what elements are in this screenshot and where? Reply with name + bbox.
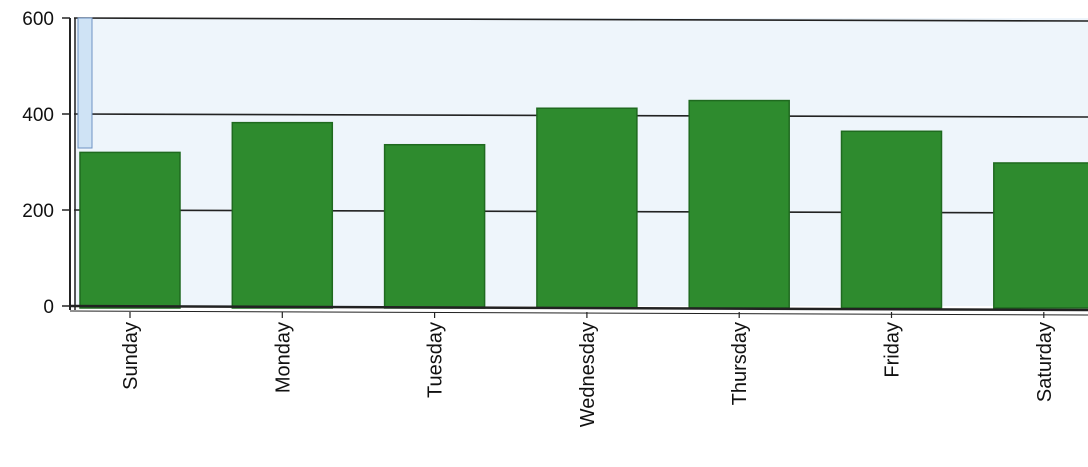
category-label-wednesday: Wednesday (577, 322, 599, 427)
category-label-friday: Friday (882, 322, 904, 378)
y-tick-label: 200 (22, 201, 54, 222)
category-label-tuesday: Tuesday (425, 322, 447, 398)
bar-wednesday (536, 107, 638, 309)
bar-thursday (688, 99, 790, 309)
bar-tuesday (383, 143, 486, 309)
gridline-600 (73, 17, 1088, 22)
x-axis-inner-line (69, 310, 1088, 316)
y-tick-label: 400 (22, 105, 54, 126)
axes (69, 17, 1088, 316)
y-tick-label: 600 (22, 9, 54, 30)
y-tick-label: 0 (43, 297, 54, 318)
y-tick-labels: 0 200 400 600 (22, 9, 70, 318)
bars (79, 99, 1088, 309)
bar-friday (840, 130, 943, 309)
bar-monday (231, 121, 334, 309)
x-axis-line (69, 304, 1088, 312)
bar-saturday (993, 162, 1088, 309)
category-label-saturday: Saturday (1034, 322, 1056, 402)
category-label-monday: Monday (272, 322, 294, 393)
bar-sunday (79, 151, 181, 309)
category-labels: Sunday Monday Tuesday Wednesday Thursday Frid… (120, 312, 1056, 427)
category-label-thursday: Thursday (729, 322, 751, 405)
axis-strip (77, 17, 93, 149)
category-label-sunday: Sunday (120, 322, 142, 390)
